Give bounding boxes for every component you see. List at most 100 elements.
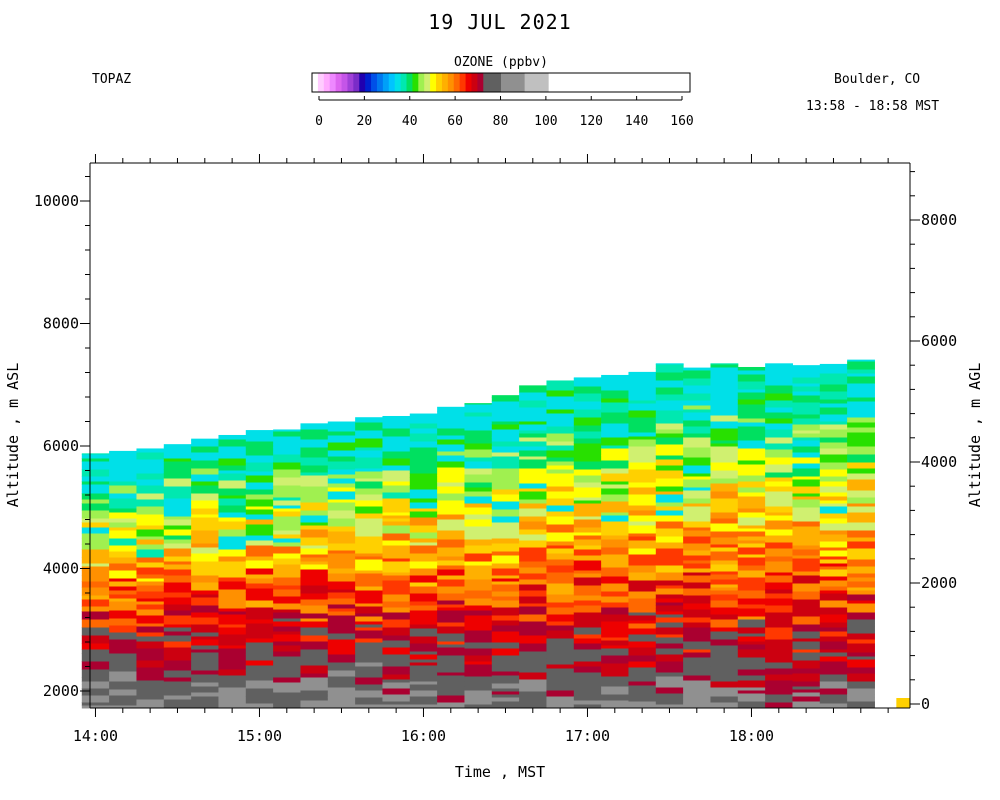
heatmap-cell (765, 702, 793, 709)
heatmap-cell (81, 619, 110, 628)
heatmap-cell (737, 641, 766, 645)
heatmap-cell (81, 587, 110, 596)
heatmap-cell (683, 703, 711, 709)
heatmap-cell (683, 378, 711, 386)
colorbar-swatch (412, 73, 419, 92)
heatmap-cell (81, 499, 110, 504)
heatmap-cell (573, 443, 602, 447)
heatmap-cell (546, 602, 575, 608)
heatmap-cell (355, 638, 383, 643)
heatmap-cell (327, 703, 356, 709)
heatmap-cell (710, 456, 739, 463)
heatmap-cell (792, 611, 821, 617)
heatmap-cell (218, 577, 247, 582)
heatmap-cell (464, 412, 493, 417)
heatmap-cell (628, 439, 657, 447)
heatmap-cell (792, 575, 821, 584)
heatmap-cell (245, 435, 274, 442)
heatmap-cell (109, 677, 137, 682)
heatmap-cell (163, 685, 192, 691)
heatmap-cell (655, 444, 684, 452)
heatmap-cell (464, 461, 493, 469)
heatmap-cell (191, 534, 219, 541)
heatmap-cell (655, 554, 684, 561)
heatmap-cell (519, 540, 547, 544)
heatmap-cell (546, 524, 575, 533)
heatmap-cell (81, 476, 110, 482)
heatmap-cell (81, 635, 110, 644)
heatmap-cell (355, 704, 383, 709)
heatmap-cell (437, 482, 465, 487)
heatmap-cell (163, 575, 192, 583)
colorbar-swatch (483, 73, 502, 92)
heatmap-cell (300, 483, 329, 487)
heatmap-cell (464, 572, 493, 580)
y-tick-label-right: 0 (921, 695, 930, 713)
heatmap-cell (327, 604, 356, 609)
heatmap-cell (819, 669, 848, 675)
heatmap-cell (491, 591, 520, 597)
heatmap-cell (245, 665, 274, 671)
heatmap-cell (765, 486, 793, 492)
heatmap-cell (409, 700, 438, 705)
heatmap-cell (191, 692, 219, 697)
heatmap-cell (573, 527, 602, 533)
heatmap-cell (327, 550, 356, 554)
heatmap-cell (464, 590, 493, 599)
heatmap-cell (628, 371, 657, 375)
heatmap-cell (737, 557, 766, 566)
heatmap-cell (273, 534, 301, 539)
heatmap-cell (847, 573, 875, 578)
heatmap-cell (464, 503, 493, 508)
heatmap-cell (765, 627, 793, 636)
heatmap-cell (847, 548, 875, 557)
heatmap-cell (573, 401, 602, 410)
heatmap-cell (327, 435, 356, 443)
heatmap-cell (573, 573, 602, 578)
heatmap-cell (573, 417, 602, 426)
heatmap-cell (409, 704, 438, 709)
heatmap-cell (191, 481, 219, 486)
heatmap-cell (109, 657, 137, 666)
heatmap-cell (765, 662, 793, 669)
heatmap-cell (628, 667, 657, 673)
heatmap-cell (710, 428, 739, 434)
heatmap-cell (628, 475, 657, 483)
heatmap-cell (245, 489, 274, 495)
profile-column (710, 363, 739, 709)
heatmap-cell (765, 454, 793, 458)
heatmap-cell (819, 513, 848, 519)
heatmap-cell (81, 677, 110, 682)
profile-column (628, 371, 657, 709)
heatmap-cell (819, 421, 848, 425)
heatmap-cell (710, 594, 739, 601)
heatmap-cell (464, 579, 493, 588)
heatmap-cell (683, 622, 711, 628)
heatmap-cell (737, 675, 766, 681)
colorbar-swatch (335, 73, 342, 92)
heatmap-cell (847, 688, 875, 695)
heatmap-cell (546, 409, 575, 414)
heatmap-cell (136, 549, 165, 558)
heatmap-cell (519, 553, 547, 562)
heatmap-cell (245, 680, 274, 689)
heatmap-cell (273, 505, 301, 509)
heatmap-cell (382, 607, 411, 613)
heatmap-cell (847, 626, 875, 631)
heatmap-cell (519, 596, 547, 604)
heatmap-cell (655, 637, 684, 644)
heatmap-cell (491, 688, 520, 692)
heatmap-cell (409, 601, 438, 606)
heatmap-cell (573, 638, 602, 644)
heatmap-cell (737, 517, 766, 526)
heatmap-cell (191, 632, 219, 637)
heatmap-cell (300, 585, 329, 594)
heatmap-cell (273, 490, 301, 498)
heatmap-cell (628, 396, 657, 401)
heatmap-cell (191, 659, 219, 668)
heatmap-cell (683, 688, 711, 693)
site-label: TOPAZ (92, 72, 132, 87)
heatmap-cell (765, 385, 793, 394)
heatmap-cell (628, 521, 657, 526)
heatmap-cell (737, 487, 766, 493)
